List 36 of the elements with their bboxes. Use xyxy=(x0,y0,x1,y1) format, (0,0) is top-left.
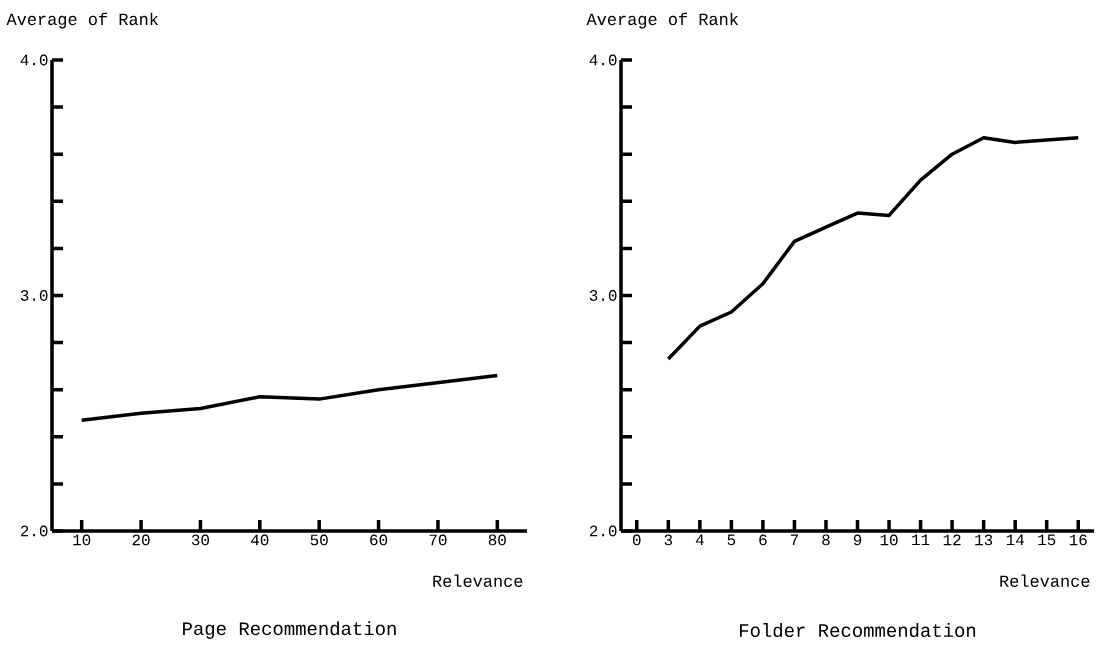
x-tick-label: 7 xyxy=(790,534,798,546)
x-tick-label: 14 xyxy=(1006,534,1024,546)
text: Page Recommendation xyxy=(183,621,396,639)
y-tick-label: 4.0 xyxy=(589,54,617,66)
x-tick-label: 13 xyxy=(975,534,993,546)
x-tick-label: 3 xyxy=(664,534,673,546)
x-tick-label: 16 xyxy=(1069,534,1087,546)
x-tick-label: 30 xyxy=(191,534,210,546)
x-tick-label: 15 xyxy=(1038,534,1056,546)
y-tick-label: 3.0 xyxy=(20,290,48,301)
y-tick-label: 4.0 xyxy=(20,54,48,66)
x-tick-label: 10 xyxy=(73,534,91,546)
y-tick-label: 2.0 xyxy=(589,525,617,537)
x-tick-label: 70 xyxy=(429,534,447,546)
x-tick-label: 8 xyxy=(822,534,830,546)
x-tick-label: 50 xyxy=(310,534,328,546)
x-tick-label: 10 xyxy=(880,534,898,546)
x-tick-label: 60 xyxy=(370,534,388,546)
x-axis-title: Relevance xyxy=(1000,574,1090,587)
x-tick-label: 11 xyxy=(912,534,930,546)
x-tick-label: 6 xyxy=(759,534,767,546)
x-tick-label: 4 xyxy=(695,534,704,546)
x-axis-title: Relevance xyxy=(433,574,523,587)
y-tick-label: 2.0 xyxy=(20,525,48,537)
x-tick-label: 80 xyxy=(488,534,506,546)
x-tick-label: 12 xyxy=(943,534,961,546)
x-tick-label: 0 xyxy=(632,534,641,546)
text: Folder Recommendation xyxy=(740,623,976,638)
y-tick-label: 3.0 xyxy=(589,290,617,301)
x-tick-label: 20 xyxy=(132,534,150,546)
x-tick-label: 5 xyxy=(727,534,736,546)
y-axis-title: Average of Rank xyxy=(586,12,739,29)
x-tick-label: 40 xyxy=(251,534,269,546)
x-tick-label: 9 xyxy=(853,534,862,546)
line-series xyxy=(666,135,1080,361)
y-axis-title: Average of Rank xyxy=(6,12,159,29)
